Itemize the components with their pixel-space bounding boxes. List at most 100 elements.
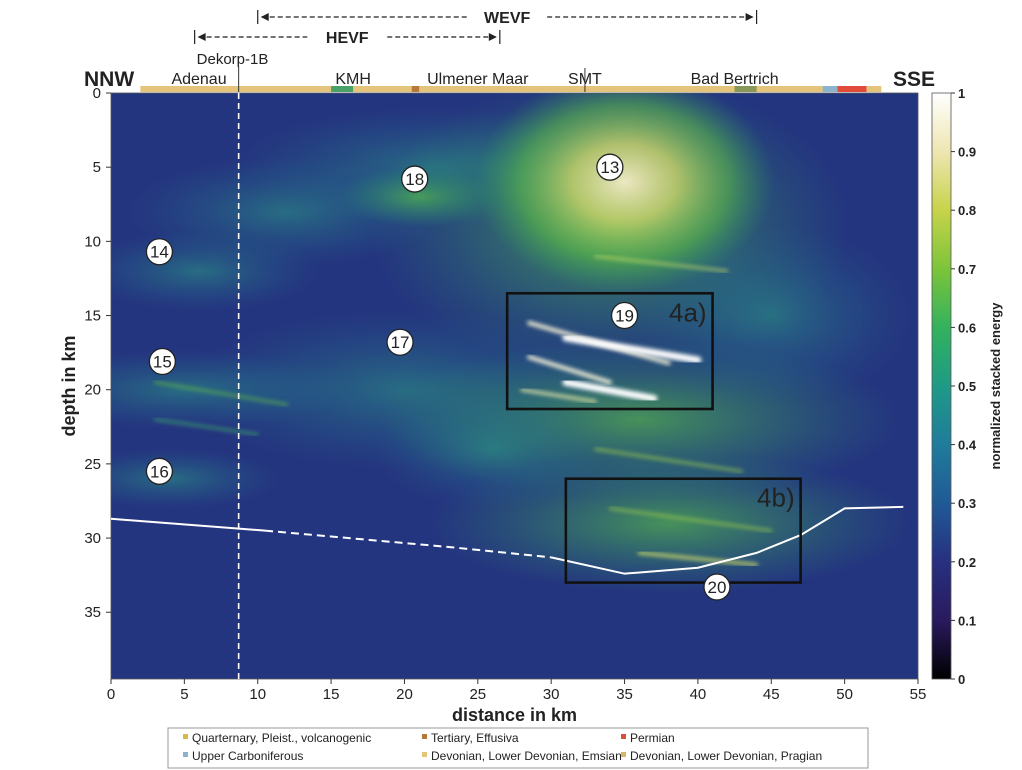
y-tick-label: 35 [84,604,101,621]
colorbar-tick-label: 0.2 [958,555,976,570]
reflection-streak [562,334,702,364]
zoom-box-label: 4a) [669,297,707,327]
x-tick-label: 5 [180,686,188,703]
event-marker [401,165,429,193]
y-tick-label: 0 [93,85,101,102]
event-marker-label: 15 [153,353,172,372]
event-marker [145,238,174,266]
y-tick-label: 15 [84,308,101,325]
place-label: Adenau [171,71,226,88]
y-tick-label: 5 [93,159,101,176]
orientation-left-label: NNW [84,68,134,91]
x-tick-label: 10 [249,686,266,703]
legend-swatch [621,752,626,757]
legend-swatch [621,734,626,739]
place-label: KMH [335,71,371,88]
reflection-streaks [154,255,773,567]
colorbar-tick-label: 0.4 [958,438,977,453]
orientation-right-label: SSE [893,68,935,91]
geology-hatch [734,86,757,92]
x-tick-label: 40 [690,686,707,703]
dekorp-label: Dekorp-1B [197,51,269,68]
y-tick-label: 10 [84,233,101,250]
reflection-streak [594,255,729,273]
axes: 0 5 10 15 20 25 30 35 40 45 50 55 0 5 10 15 20 25 30 35 dist… [59,68,935,725]
colorbar-label: normalized stacked energy [988,302,1003,470]
zoom-box [564,477,802,584]
geology-segment [866,86,882,92]
energy-blob [372,389,613,510]
place-label: Bad Bertrich [691,71,779,88]
fault-range-arrowhead-right [488,33,497,41]
event-marker [386,328,414,356]
event-marker-label: 19 [615,307,634,326]
x-tick-label: 15 [323,686,340,703]
event-marker-label: 18 [405,170,424,189]
event-marker-label: 17 [391,333,410,352]
y-tick-label: 20 [84,382,101,399]
x-tick-label: 0 [107,686,115,703]
colorbar-tick-label: 0.5 [958,379,976,394]
x-axis-label: distance in km [452,705,577,725]
legend-swatch [422,752,427,757]
colorbar-tick-label: 0.8 [958,203,976,218]
fault-range-arrowhead-left [260,13,269,21]
geology-segment [411,86,420,92]
y-tick-label: 30 [84,530,101,547]
fault-range-arrowhead-left [197,33,206,41]
fault-range-arrowhead-right [745,13,754,21]
legend-swatch [183,752,188,757]
legend-swatch [422,734,427,739]
reflection-streak [594,448,743,473]
geology-segment [331,86,354,92]
x-tick-label: 45 [763,686,780,703]
legend-label: Quarternary, Pleist., volcanogenic [192,731,371,745]
reflection-streak [562,378,658,403]
energy-blob [111,231,320,312]
colorbar-tick-label: 0.7 [958,262,976,277]
reflection-streak [154,418,259,436]
energy-blob [339,166,500,227]
legend-label: Devonian, Lower Devonian, Emsian [431,749,622,763]
colorbar: 0 0.1 0.2 0.3 0.4 0.5 0.6 0.7 0.8 0.9 1 normalized … [931,86,1003,687]
legend-box [167,727,869,769]
colorbar-tick-label: 0.6 [958,320,976,335]
x-tick-label: 50 [836,686,853,703]
annotations: WEVF HEVF Dekorp-1B 4a) 4b) 13 14 15 16 17 18 19 20 [110,10,904,679]
x-tick-label: 35 [616,686,633,703]
place-label: Ulmener Maar [427,71,529,88]
event-marker [703,573,731,601]
heatmap-plot-area [111,93,918,679]
x-tick-label: 30 [543,686,560,703]
event-marker-label: 16 [150,462,169,481]
event-marker-label: 13 [600,158,619,177]
geology-segment [140,86,823,92]
legend-swatch [183,734,188,739]
x-tick-label: 25 [469,686,486,703]
geology-segment [837,86,867,92]
colorbar-tick-label: 1 [958,86,965,101]
x-tick-label: 55 [910,686,927,703]
geology-segment [822,86,838,92]
event-marker [148,347,177,376]
y-axis-label: depth in km [59,335,79,436]
zoom-box [505,291,714,411]
moho-line-solid-left [110,517,266,532]
energy-blob [474,93,775,292]
event-marker-label: 14 [150,243,169,262]
fault-label: WEVF [484,10,530,27]
reflection-streak [527,355,612,385]
event-marker [610,301,639,330]
plot-frame [110,92,919,680]
x-tick-label: 20 [396,686,413,703]
colorbar-tick-label: 0.1 [958,613,976,628]
reflection-streak [637,551,759,567]
moho-line-dashed [264,529,552,559]
colorbar-tick-label: 0.9 [958,145,976,160]
event-marker [596,153,624,181]
legend-label: Devonian, Lower Devonian, Pragian [630,749,822,763]
colorbar-tick-label: 0 [958,672,965,687]
colorbar-tick-label: 0.3 [958,496,976,511]
colorbar-gradient [931,92,952,680]
